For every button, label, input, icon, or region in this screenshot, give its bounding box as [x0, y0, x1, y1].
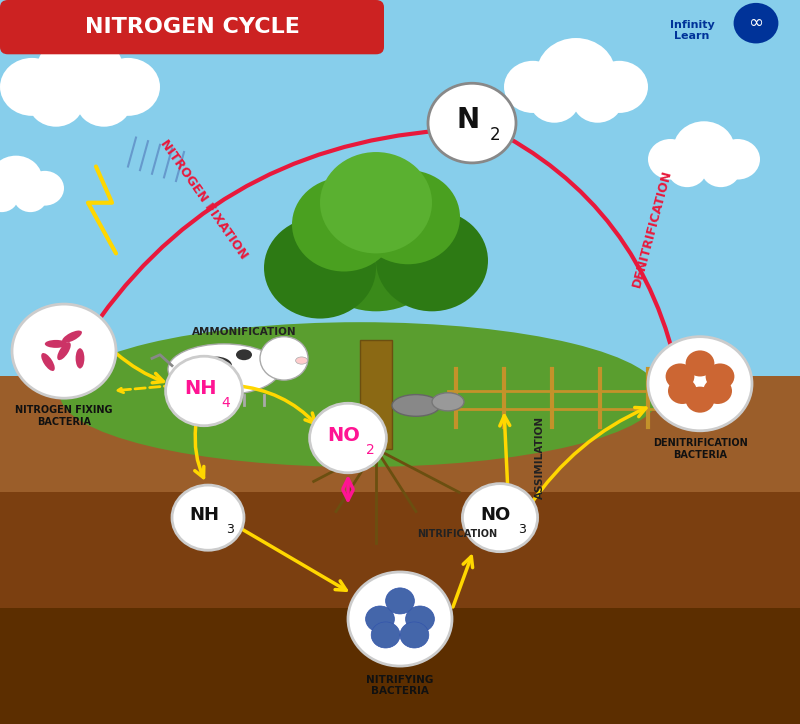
Text: NH: NH [184, 379, 216, 397]
Circle shape [0, 171, 6, 206]
Circle shape [264, 217, 376, 319]
Circle shape [0, 156, 42, 203]
Circle shape [590, 61, 648, 113]
Circle shape [366, 606, 394, 632]
Text: ∞: ∞ [749, 14, 763, 32]
Circle shape [674, 121, 734, 177]
Text: N: N [457, 106, 479, 134]
FancyBboxPatch shape [360, 340, 392, 449]
Circle shape [530, 77, 579, 123]
Circle shape [12, 304, 116, 398]
Ellipse shape [75, 348, 85, 369]
Ellipse shape [58, 342, 70, 360]
Circle shape [376, 210, 488, 311]
Text: DENITRIFICATION: DENITRIFICATION [630, 168, 674, 288]
FancyBboxPatch shape [0, 391, 800, 724]
Ellipse shape [296, 357, 308, 364]
Circle shape [668, 378, 697, 404]
Text: 2: 2 [366, 442, 374, 457]
Circle shape [371, 622, 400, 648]
Circle shape [0, 58, 64, 116]
Circle shape [14, 182, 47, 212]
Text: 2: 2 [490, 126, 500, 143]
Circle shape [386, 588, 414, 614]
Text: DENITRIFICATION
BACTERIA: DENITRIFICATION BACTERIA [653, 438, 747, 460]
Circle shape [667, 151, 707, 188]
Ellipse shape [62, 331, 82, 342]
Circle shape [36, 33, 124, 112]
FancyBboxPatch shape [64, 376, 656, 405]
Circle shape [666, 363, 694, 390]
Text: NO: NO [481, 506, 511, 523]
FancyBboxPatch shape [0, 0, 800, 405]
Circle shape [96, 58, 160, 116]
Circle shape [701, 151, 741, 188]
Text: AMMONIFICATION: AMMONIFICATION [192, 327, 296, 337]
Circle shape [706, 363, 734, 390]
Circle shape [406, 606, 434, 632]
Circle shape [536, 38, 616, 109]
Text: NITROGEN FIXATION: NITROGEN FIXATION [158, 137, 250, 261]
Circle shape [28, 76, 84, 127]
Text: 3: 3 [226, 523, 234, 536]
Circle shape [703, 378, 732, 404]
Circle shape [26, 171, 64, 206]
Circle shape [356, 170, 460, 264]
Circle shape [172, 485, 244, 550]
FancyBboxPatch shape [0, 0, 384, 54]
Ellipse shape [432, 392, 464, 411]
Circle shape [400, 622, 429, 648]
Text: 3: 3 [518, 523, 526, 536]
Text: NITRIFYING
BACTERIA: NITRIFYING BACTERIA [366, 675, 434, 696]
Ellipse shape [236, 350, 252, 361]
Circle shape [686, 350, 714, 376]
Circle shape [0, 182, 18, 212]
Circle shape [734, 3, 778, 43]
Text: NITRIFICATION: NITRIFICATION [418, 529, 498, 539]
FancyBboxPatch shape [0, 492, 800, 623]
Text: ASSIMILATION: ASSIMILATION [535, 416, 545, 499]
Text: Infinity
Learn: Infinity Learn [670, 20, 714, 41]
Circle shape [715, 139, 760, 180]
Ellipse shape [168, 344, 280, 395]
Circle shape [462, 484, 538, 552]
Circle shape [310, 403, 386, 473]
Text: 4: 4 [222, 395, 230, 410]
Ellipse shape [42, 353, 54, 371]
FancyBboxPatch shape [0, 608, 800, 724]
Circle shape [648, 139, 693, 180]
Circle shape [292, 177, 396, 272]
Circle shape [260, 337, 308, 380]
Text: NO: NO [327, 426, 361, 445]
Circle shape [166, 356, 242, 426]
Text: NITROGEN CYCLE: NITROGEN CYCLE [85, 17, 299, 37]
Circle shape [304, 181, 448, 311]
Ellipse shape [60, 322, 660, 467]
Text: NITROGEN FIXING
BACTERIA: NITROGEN FIXING BACTERIA [15, 405, 113, 427]
Ellipse shape [392, 395, 440, 416]
Circle shape [76, 76, 132, 127]
Circle shape [573, 77, 623, 123]
Circle shape [504, 61, 562, 113]
Circle shape [686, 387, 714, 413]
Circle shape [428, 83, 516, 163]
Circle shape [348, 572, 452, 666]
FancyBboxPatch shape [0, 376, 800, 507]
Ellipse shape [45, 340, 67, 348]
Ellipse shape [200, 356, 232, 375]
Circle shape [648, 337, 752, 431]
Text: NH: NH [189, 506, 219, 523]
Circle shape [320, 152, 432, 253]
